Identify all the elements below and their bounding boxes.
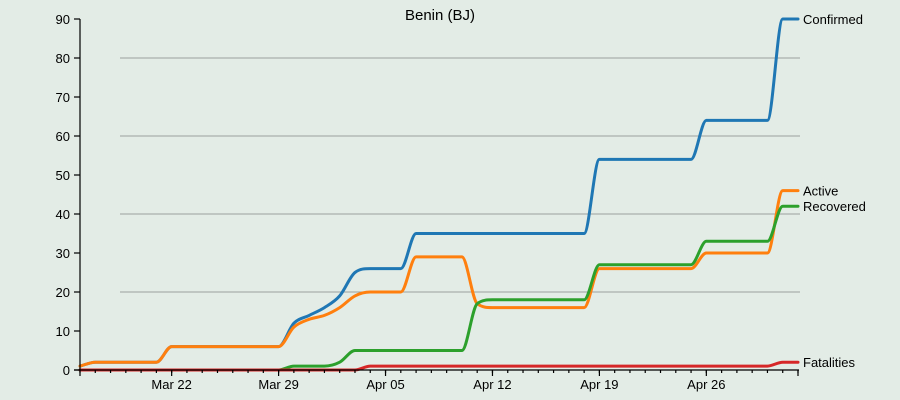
y-tick-label: 70 xyxy=(56,90,70,105)
grid-lines xyxy=(120,57,800,293)
chart-title: Benin (BJ) xyxy=(405,7,475,24)
series-label-confirmed: Confirmed xyxy=(803,12,863,27)
y-tick-label: 80 xyxy=(56,51,70,66)
series-label-fatalities: Fatalities xyxy=(803,355,856,370)
y-tick-label: 10 xyxy=(56,324,70,339)
y-tick-label: 30 xyxy=(56,246,70,261)
x-tick-label: Apr 26 xyxy=(687,377,725,392)
y-tick-label: 40 xyxy=(56,207,70,222)
y-tick-label: 90 xyxy=(56,12,70,27)
y-axis-ticks: 0 10 20 30 40 50 60 70 80 90 xyxy=(56,12,80,378)
series-label-recovered: Recovered xyxy=(803,199,866,214)
series-label-active: Active xyxy=(803,184,838,199)
x-tick-label: Mar 29 xyxy=(258,377,298,392)
x-tick-label: Apr 12 xyxy=(473,377,511,392)
y-tick-label: 0 xyxy=(63,363,70,378)
y-tick-label: 20 xyxy=(56,285,70,300)
x-tick-label: Apr 05 xyxy=(366,377,404,392)
x-axis-ticks: Mar 22 Mar 29 Apr 05 Apr 12 Apr 19 Apr 26 xyxy=(79,370,799,392)
y-tick-label: 60 xyxy=(56,129,70,144)
y-tick-label: 50 xyxy=(56,168,70,183)
x-tick-label: Mar 22 xyxy=(151,377,191,392)
series-line-active xyxy=(78,189,800,368)
series-lines xyxy=(78,17,800,372)
series-line-fatalities xyxy=(78,360,800,372)
axes xyxy=(74,19,799,376)
x-tick-label: Apr 19 xyxy=(580,377,618,392)
series-line-confirmed xyxy=(78,17,800,368)
